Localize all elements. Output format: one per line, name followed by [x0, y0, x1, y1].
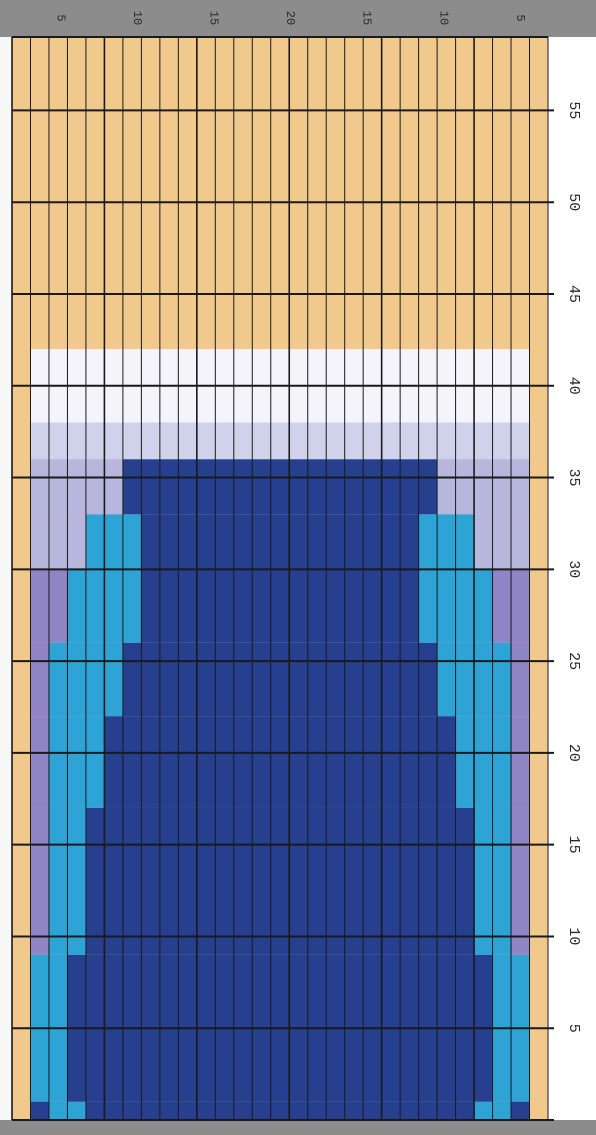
- cell-band-D: [141, 514, 419, 570]
- cell-band-O: [12, 642, 31, 717]
- cell-band-O: [529, 422, 548, 460]
- cell-band-O: [529, 716, 548, 808]
- cell-band-V: [30, 422, 530, 460]
- cell-band-D: [85, 807, 475, 955]
- cell-band-L: [48, 716, 105, 808]
- cell-band-V: [474, 514, 530, 570]
- row-tick-label: 5: [565, 1024, 582, 1033]
- cell-band-D: [511, 1101, 530, 1120]
- cell-band-O: [529, 642, 548, 717]
- column-tick-label: 5: [53, 14, 67, 21]
- cell-band-V: [511, 807, 530, 955]
- row-tick-label: 40: [565, 377, 582, 395]
- cell-band-V: [30, 459, 123, 515]
- cell-band-L: [455, 716, 512, 808]
- cell-band-V: [30, 807, 49, 955]
- column-tick-label: 5: [513, 14, 527, 21]
- cell-band-O: [12, 716, 31, 808]
- row-tick-label: 15: [565, 836, 582, 854]
- row-tick-label: 45: [565, 285, 582, 303]
- cell-band-O: [529, 569, 548, 643]
- cell-band-O: [12, 37, 548, 350]
- cell-band-V: [30, 514, 86, 570]
- row-tick-label: 35: [565, 469, 582, 487]
- cell-band-O: [12, 422, 31, 460]
- row-tick-label: 20: [565, 744, 582, 762]
- row-tick-label: 30: [565, 560, 582, 578]
- cell-band-D: [141, 569, 419, 643]
- cell-band-V: [30, 716, 49, 808]
- cell-band-O: [12, 807, 31, 955]
- cell-band-O: [12, 514, 31, 570]
- row-tick-label: 50: [565, 193, 582, 211]
- cell-band-V: [30, 642, 49, 717]
- left-margin: [0, 37, 12, 1120]
- row-tick-label: 25: [565, 652, 582, 670]
- column-tick-label: 15: [360, 11, 374, 25]
- cell-band-O: [12, 1101, 31, 1120]
- cell-band-D: [30, 1101, 49, 1120]
- right-margin: [548, 37, 596, 1120]
- cell-band-V: [511, 642, 530, 717]
- cell-band-D: [122, 642, 438, 717]
- cell-band-V: [511, 716, 530, 808]
- row-tick-label: 10: [565, 927, 582, 945]
- column-tick-label: 10: [436, 11, 450, 25]
- cell-band-L: [418, 514, 475, 570]
- cell-band-O: [529, 1101, 548, 1120]
- cell-band-O: [529, 514, 548, 570]
- cell-band-O: [12, 459, 31, 515]
- cell-band-O: [529, 807, 548, 955]
- bottom-ruler: [0, 1120, 596, 1135]
- cell-band-V: [437, 459, 530, 515]
- cell-band-D: [104, 716, 456, 808]
- column-ruler: [0, 0, 596, 37]
- column-tick-label: 20: [283, 11, 297, 25]
- cell-band-D: [85, 1101, 475, 1120]
- column-tick-label: 15: [207, 11, 221, 25]
- cell-band-O: [12, 569, 31, 643]
- cell-band-L: [85, 514, 142, 570]
- cell-band-O: [529, 459, 548, 515]
- row-tick-label: 55: [565, 101, 582, 119]
- column-tick-label: 10: [130, 11, 144, 25]
- cell-band-D: [122, 459, 438, 515]
